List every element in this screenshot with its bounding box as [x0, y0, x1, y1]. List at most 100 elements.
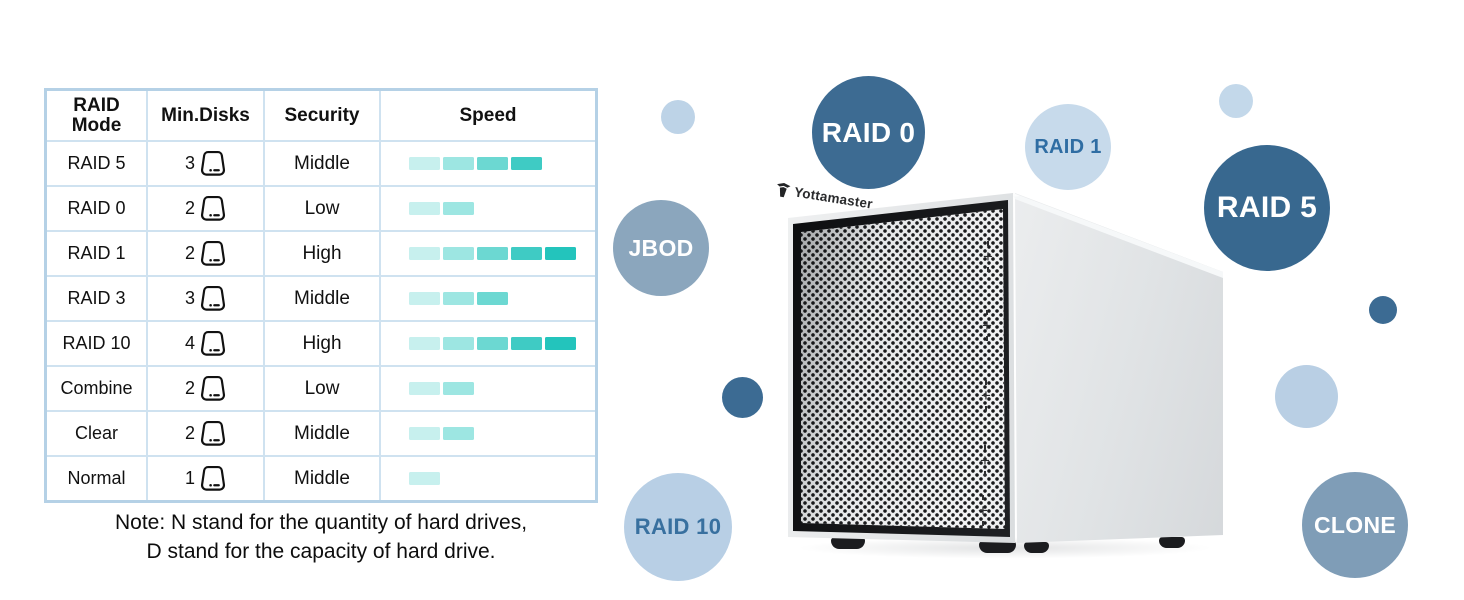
hard-drive-icon: [200, 240, 226, 266]
bay-marker-icon: +: [979, 310, 995, 341]
yottamaster-logo-icon: [777, 182, 791, 197]
device-foot: [1024, 542, 1049, 553]
speed-bar: [379, 187, 595, 230]
hard-drive-icon: [200, 375, 226, 401]
bubble-clone: CLONE: [1302, 472, 1408, 578]
bay-marker-icon: +: [975, 495, 991, 526]
raid-mode-cell: RAID 3: [67, 288, 126, 309]
speed-bar: [379, 142, 595, 185]
device-foot: [831, 537, 865, 549]
speed-bar: [379, 277, 595, 320]
min-disks-count: 3: [184, 153, 195, 174]
table-row: Clear 2 Middle: [47, 410, 595, 455]
security-cell: Low: [263, 367, 379, 410]
security-cell: Middle: [263, 412, 379, 455]
bubble-raid0: RAID 0: [812, 76, 925, 189]
decor-dot: [722, 377, 763, 418]
hard-drive-icon: [200, 330, 226, 356]
speed-bar: [379, 457, 595, 500]
speed-segment: [545, 337, 576, 350]
table-row: RAID 0 2 Low: [47, 185, 595, 230]
speed-segment: [409, 157, 440, 170]
speed-segment: [409, 202, 440, 215]
raid-mode-cell: RAID 1: [67, 243, 126, 264]
security-cell: Middle: [263, 457, 379, 500]
hard-drive-icon: [200, 285, 226, 311]
note-line-2: D stand for the capacity of hard drive.: [146, 539, 496, 563]
table-row: Combine 2 Low: [47, 365, 595, 410]
min-disks-cell: 2: [146, 232, 263, 275]
min-disks-cell: 3: [146, 277, 263, 320]
security-cell: Middle: [263, 277, 379, 320]
table-header-row: RAID Mode Min.Disks Security Speed: [47, 91, 595, 140]
speed-segment: [477, 157, 508, 170]
speed-segment: [477, 337, 508, 350]
decor-dot: [1369, 296, 1397, 324]
speed-segment: [511, 337, 542, 350]
min-disks-cell: 2: [146, 187, 263, 230]
security-cell: Low: [263, 187, 379, 230]
raid-mode-cell: RAID 5: [67, 153, 126, 174]
decor-dot: [1219, 84, 1253, 118]
min-disks-count: 4: [184, 333, 195, 354]
table-row: RAID 10 4 High: [47, 320, 595, 365]
speed-segment: [443, 157, 474, 170]
min-disks-cell: 3: [146, 142, 263, 185]
speed-segment: [545, 247, 576, 260]
speed-segment: [443, 382, 474, 395]
speed-segment: [477, 247, 508, 260]
bay-marker-icon: +: [978, 380, 994, 411]
raid-table-body: RAID 5 3 Middle RAID 0 2: [47, 140, 595, 500]
min-disks-count: 2: [184, 243, 195, 264]
table-row: Normal 1 Middle: [47, 455, 595, 500]
raid-mode-cell: Clear: [74, 423, 118, 444]
speed-segment: [409, 427, 440, 440]
device-foot: [1159, 537, 1185, 548]
table-row: RAID 5 3 Middle: [47, 140, 595, 185]
speed-bar: [379, 367, 595, 410]
table-row: RAID 3 3 Middle: [47, 275, 595, 320]
min-disks-count: 1: [184, 468, 195, 489]
speed-segment: [443, 427, 474, 440]
speed-segment: [443, 337, 474, 350]
speed-segment: [443, 202, 474, 215]
product-image: + + + + + Yottamaster: [775, 182, 1245, 585]
device-perforated-panel: [801, 209, 1005, 529]
min-disks-cell: 4: [146, 322, 263, 365]
device-panel-shading: [801, 209, 1005, 529]
speed-segment: [409, 247, 440, 260]
bubble-raid10: RAID 10: [624, 473, 732, 581]
device-foot: [979, 541, 1016, 553]
bay-marker-icon: +: [980, 241, 996, 272]
note-line-1: Note: N stand for the quantity of hard d…: [114, 511, 528, 534]
speed-bar: [379, 322, 595, 365]
security-cell: High: [263, 322, 379, 365]
speed-bar: [379, 232, 595, 275]
hard-drive-icon: [200, 195, 226, 221]
table-row: RAID 1 2 High: [47, 230, 595, 275]
speed-segment: [443, 292, 474, 305]
raid-mode-cell: Combine: [60, 378, 133, 399]
speed-segment: [409, 382, 440, 395]
speed-bar: [379, 412, 595, 455]
decor-dot: [661, 100, 695, 134]
brand-logo: Yottamaster: [774, 177, 886, 218]
min-disks-count: 3: [184, 288, 195, 309]
speed-segment: [511, 247, 542, 260]
hard-drive-icon: [200, 465, 226, 491]
min-disks-cell: 2: [146, 367, 263, 410]
bay-marker-icon: +: [977, 445, 993, 476]
min-disks-count: 2: [184, 423, 195, 444]
table-note: Note: N stand for the quantity of hard d…: [44, 509, 598, 566]
hard-drive-icon: [200, 150, 226, 176]
header-raid-mode: RAID Mode: [71, 94, 122, 136]
speed-segment: [409, 472, 440, 485]
security-cell: Middle: [263, 142, 379, 185]
decor-dot: [1275, 365, 1338, 428]
min-disks-count: 2: [184, 198, 195, 219]
raid-comparison-table: RAID Mode Min.Disks Security Speed RAID …: [44, 88, 598, 503]
header-min-disks: Min.Disks: [146, 91, 263, 140]
speed-segment: [443, 247, 474, 260]
min-disks-cell: 2: [146, 412, 263, 455]
